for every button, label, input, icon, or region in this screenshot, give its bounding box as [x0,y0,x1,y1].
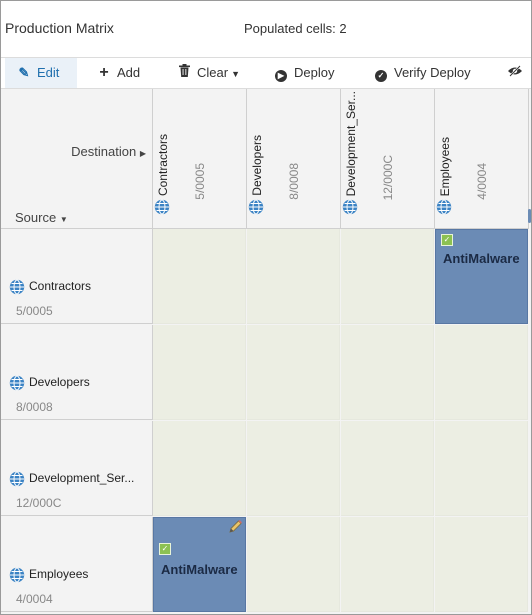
policy-name: AntiMalware [443,251,520,266]
source-header[interactable]: Source ▼ [15,210,68,225]
toolbar: ✎ Edit + Add Clear ▼ ▶ Deploy ✓ Verify Deploy [1,58,531,89]
row-code: 4/0004 [16,592,53,606]
matrix-cell-populated[interactable]: ✓ AntiMalware [435,229,528,324]
plus-icon: + [99,64,109,81]
view-button[interactable] [507,58,527,88]
verify-deploy-label: Verify Deploy [394,65,471,80]
caret-down-icon: ▼ [231,69,240,79]
globe-icon [9,375,25,396]
globe-icon [9,567,25,588]
matrix-cell[interactable] [435,421,528,516]
matrix-cell[interactable] [435,325,528,420]
matrix-cell[interactable] [247,229,340,324]
eye-slash-icon [507,58,522,88]
globe-icon [436,199,452,220]
edit-button[interactable]: ✎ Edit [5,58,77,88]
row-name: Developers [29,375,90,389]
row-code: 8/0008 [16,400,53,414]
row-header-contractors[interactable]: Contractors 5/0005 [1,229,153,324]
globe-icon [154,199,170,220]
matrix-cell-populated[interactable]: ✓ AntiMalware [153,517,246,612]
column-header-contractors[interactable]: Contractors 5/0005 [153,89,247,229]
clear-button[interactable]: Clear ▼ [177,58,240,88]
deploy-icon: ▶ [274,58,288,88]
trash-icon [177,58,191,88]
column-header-development-servers[interactable]: Development_Ser... 12/000C [341,89,435,229]
page-title: Production Matrix [5,20,114,36]
globe-icon [248,199,264,220]
column-name: Employees [438,136,452,196]
column-name: Contractors [156,133,170,196]
globe-icon [9,279,25,300]
deploy-button[interactable]: ▶ Deploy [274,58,334,88]
matrix-grid: Destination ▶ Source ▼ Contractors 5/000… [1,89,531,614]
deploy-label: Deploy [294,65,335,80]
row-name: Employees [29,567,89,581]
row-header-employees[interactable]: Employees 4/0004 [1,517,153,612]
destination-header[interactable]: Destination ▶ [71,144,146,159]
column-scroll-indicator[interactable] [528,209,531,223]
add-button[interactable]: + Add [97,58,140,88]
source-label: Source [15,210,57,225]
caret-down-icon: ▼ [59,215,68,224]
row-header-developers[interactable]: Developers 8/0008 [1,325,153,420]
verify-deploy-button[interactable]: ✓ Verify Deploy [374,58,471,88]
row-code: 12/000C [16,496,62,510]
globe-icon [342,199,358,220]
column-header-developers[interactable]: Developers 8/0008 [247,89,341,229]
row-name: Development_Ser... [29,471,135,485]
column-code: 4/0004 [475,163,489,200]
matrix-cell[interactable] [153,325,246,420]
edit-icon: ✎ [18,65,30,80]
column-code: 12/000C [381,154,395,200]
add-label: Add [117,65,141,80]
matrix-cell[interactable] [341,229,434,324]
edit-label: Edit [37,65,60,80]
globe-icon [9,471,25,492]
column-code: 5/0005 [193,163,207,200]
row-code: 5/0005 [16,304,53,318]
verify-icon: ✓ [374,58,388,88]
matrix-cell[interactable] [153,421,246,516]
column-name: Developers [250,135,264,196]
matrix-cell[interactable] [247,421,340,516]
matrix-cell[interactable] [435,517,528,612]
column-code: 8/0008 [287,163,301,200]
title-bar: Production Matrix Populated cells: 2 [1,1,531,58]
matrix-cell[interactable] [341,421,434,516]
matrix-corner: Destination ▶ Source ▼ [1,89,153,229]
populated-count: Populated cells: 2 [244,21,347,36]
deployed-check-icon: ✓ [159,543,171,555]
row-name: Contractors [29,279,92,293]
policy-name: AntiMalware [161,562,238,577]
matrix-cell[interactable] [341,325,434,420]
clear-label: Clear [197,65,229,80]
column-name: Development_Ser... [344,90,358,196]
matrix-cell[interactable] [341,517,434,612]
pencil-icon[interactable] [228,519,243,539]
matrix-cell[interactable] [247,517,340,612]
column-header-employees[interactable]: Employees 4/0004 [435,89,529,229]
deployed-check-icon: ✓ [441,234,453,246]
caret-right-icon: ▶ [139,149,146,158]
row-header-development-servers[interactable]: Development_Ser... 12/000C [1,421,153,516]
destination-label: Destination [71,144,137,159]
matrix-cell[interactable] [247,325,340,420]
matrix-cell[interactable] [153,229,246,324]
